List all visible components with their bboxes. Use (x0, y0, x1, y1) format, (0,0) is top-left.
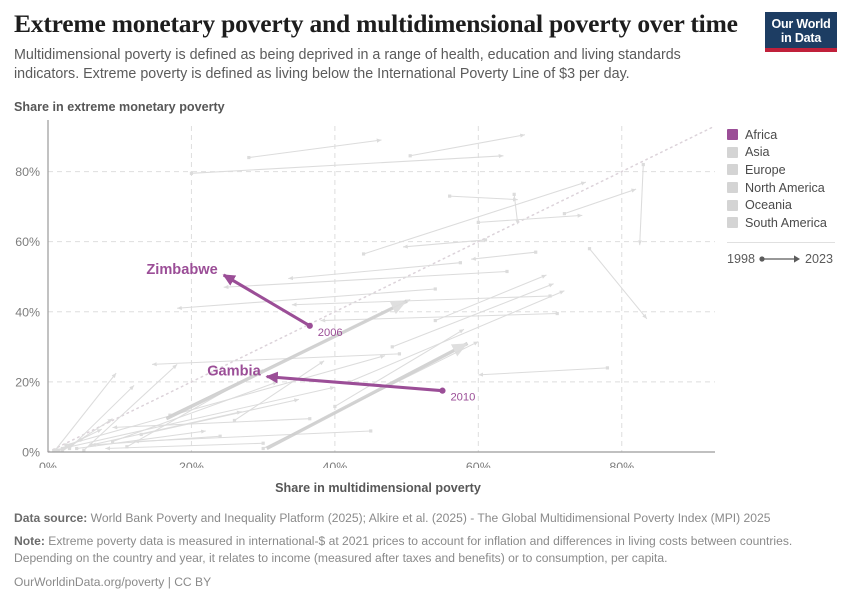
note-label: Note: (14, 533, 45, 548)
data-source-text: World Bank Poverty and Inequality Platfo… (90, 511, 771, 525)
annotation-country-label: Gambia (207, 364, 261, 380)
x-axis-title: Share in multidimensional poverty (275, 481, 481, 495)
annotation-country-label: Zimbabwe (146, 262, 217, 278)
legend-swatch-icon (727, 129, 738, 141)
country-trajectory[interactable] (90, 434, 222, 447)
country-trajectory[interactable] (347, 290, 565, 384)
country-trajectory[interactable] (151, 352, 402, 367)
country-trajectory[interactable] (82, 363, 178, 452)
legend-item-label: South America (745, 215, 827, 230)
country-trajectory[interactable] (402, 238, 488, 249)
x-tick-label: 40% (322, 460, 347, 468)
data-source-label: Data source: (14, 511, 88, 525)
legend-item-europe[interactable]: Europe (727, 161, 847, 179)
time-direction-arrow-icon (759, 254, 801, 263)
legend-item-label: Africa (745, 127, 778, 142)
legend-divider (727, 241, 835, 243)
country-trajectory[interactable] (112, 417, 312, 430)
country-trajectories[interactable] (52, 133, 648, 453)
legend-item-label: Oceania (745, 198, 792, 213)
time-range-start: 1998 (727, 251, 756, 266)
chart-footer: Data source: World Bank Poverty and Ineq… (14, 510, 838, 597)
country-trajectory[interactable] (189, 153, 504, 175)
country-trajectory[interactable] (471, 250, 538, 261)
legend-swatch-icon (727, 182, 738, 194)
annotation-year-label: 2006 (318, 327, 343, 339)
legend-item-south-america[interactable]: South America (727, 214, 847, 232)
country-trajectory[interactable] (361, 181, 587, 256)
legend-item-oceania[interactable]: Oceania (727, 196, 847, 214)
country-trajectory[interactable] (67, 418, 113, 449)
country-trajectory[interactable] (291, 294, 552, 307)
legend-item-label: Asia (745, 145, 770, 160)
our-world-in-data-logo[interactable]: Our World in Data (765, 12, 837, 52)
country-trajectory[interactable] (60, 386, 335, 451)
parity-reference-line (47, 125, 716, 453)
country-trajectory[interactable] (223, 269, 509, 290)
legend-item-label: Europe (745, 162, 786, 177)
chart-annotations[interactable]: 2006 Zimbabwe 2010 Gambia (146, 262, 475, 404)
data-source-line: Data source: World Bank Poverty and Ineq… (14, 510, 838, 527)
country-trajectory[interactable] (55, 446, 69, 452)
axis-tick-labels: 0% 20% 40% 60% 80% 0% 20% 40% 60% 80% (15, 165, 634, 468)
page-title: Extreme monetary poverty and multidimens… (14, 9, 738, 38)
country-trajectory[interactable] (390, 283, 554, 349)
annotation-year-label: 2010 (450, 392, 475, 404)
annotation-gambia[interactable]: 2010 Gambia (207, 364, 475, 404)
plot-axes (47, 120, 715, 453)
country-trajectory[interactable] (105, 441, 265, 451)
logo-line-1: Our World (771, 17, 831, 31)
legend-item-africa[interactable]: Africa (727, 126, 847, 144)
country-trajectory[interactable] (320, 311, 559, 323)
scatter-plot-area[interactable]: 0% 20% 40% 60% 80% 0% 20% 40% 60% 80% 2006 Zimbabw… (0, 118, 720, 468)
country-trajectory[interactable] (637, 162, 645, 246)
legend-swatch-icon (727, 199, 738, 211)
legend-item-north-america[interactable]: North America (727, 179, 847, 197)
y-tick-label: 40% (15, 305, 40, 319)
legend-item-label: North America (745, 180, 825, 195)
y-tick-label: 80% (15, 165, 40, 179)
legend-swatch-icon (727, 146, 738, 158)
annotation-zimbabwe[interactable]: 2006 Zimbabwe (146, 262, 342, 339)
country-trajectory[interactable] (75, 429, 206, 451)
y-axis-title: Share in extreme monetary poverty (14, 100, 225, 114)
region-legend[interactable]: Africa Asia Europe North America Oceania Sout… (727, 126, 847, 266)
logo-line-2: in Data (780, 31, 822, 45)
country-trajectory[interactable] (288, 261, 462, 281)
x-tick-label: 0% (39, 460, 57, 468)
chart-header: Extreme monetary poverty and multidimens… (14, 9, 754, 85)
chart-subtitle: Multidimensional poverty is defined as b… (14, 46, 681, 83)
y-tick-label: 20% (15, 375, 40, 389)
country-trajectory[interactable] (110, 381, 278, 444)
time-range-end: 2023 (805, 251, 834, 266)
note-text: Extreme poverty data is measured in inte… (14, 533, 793, 565)
scatter-plot-svg[interactable]: 0% 20% 40% 60% 80% 0% 20% 40% 60% 80% 2006 Zimbabw… (0, 118, 720, 468)
country-trajectory[interactable] (448, 194, 518, 202)
owid-license-link[interactable]: OurWorldinData.org/poverty | CC BY (14, 574, 212, 589)
x-tick-label: 60% (466, 460, 491, 468)
x-tick-label: 80% (609, 460, 634, 468)
x-tick-label: 20% (179, 460, 204, 468)
country-trajectory[interactable] (177, 287, 437, 311)
country-trajectory[interactable] (247, 138, 382, 160)
time-range-indicator: 1998 2023 (727, 252, 847, 266)
country-trajectory[interactable] (433, 274, 547, 323)
y-tick-label: 0% (22, 446, 40, 460)
note-line: Note: Extreme poverty data is measured i… (14, 533, 838, 567)
country-trajectory[interactable] (562, 188, 637, 216)
country-trajectory[interactable] (476, 213, 583, 224)
country-trajectory[interactable] (478, 366, 610, 377)
country-trajectory[interactable] (587, 247, 648, 320)
y-tick-label: 60% (15, 235, 40, 249)
country-trajectory[interactable] (408, 133, 526, 158)
country-trajectory[interactable] (512, 192, 520, 225)
legend-swatch-icon (727, 217, 738, 229)
legend-item-asia[interactable]: Asia (727, 144, 847, 162)
legend-swatch-icon (727, 164, 738, 176)
